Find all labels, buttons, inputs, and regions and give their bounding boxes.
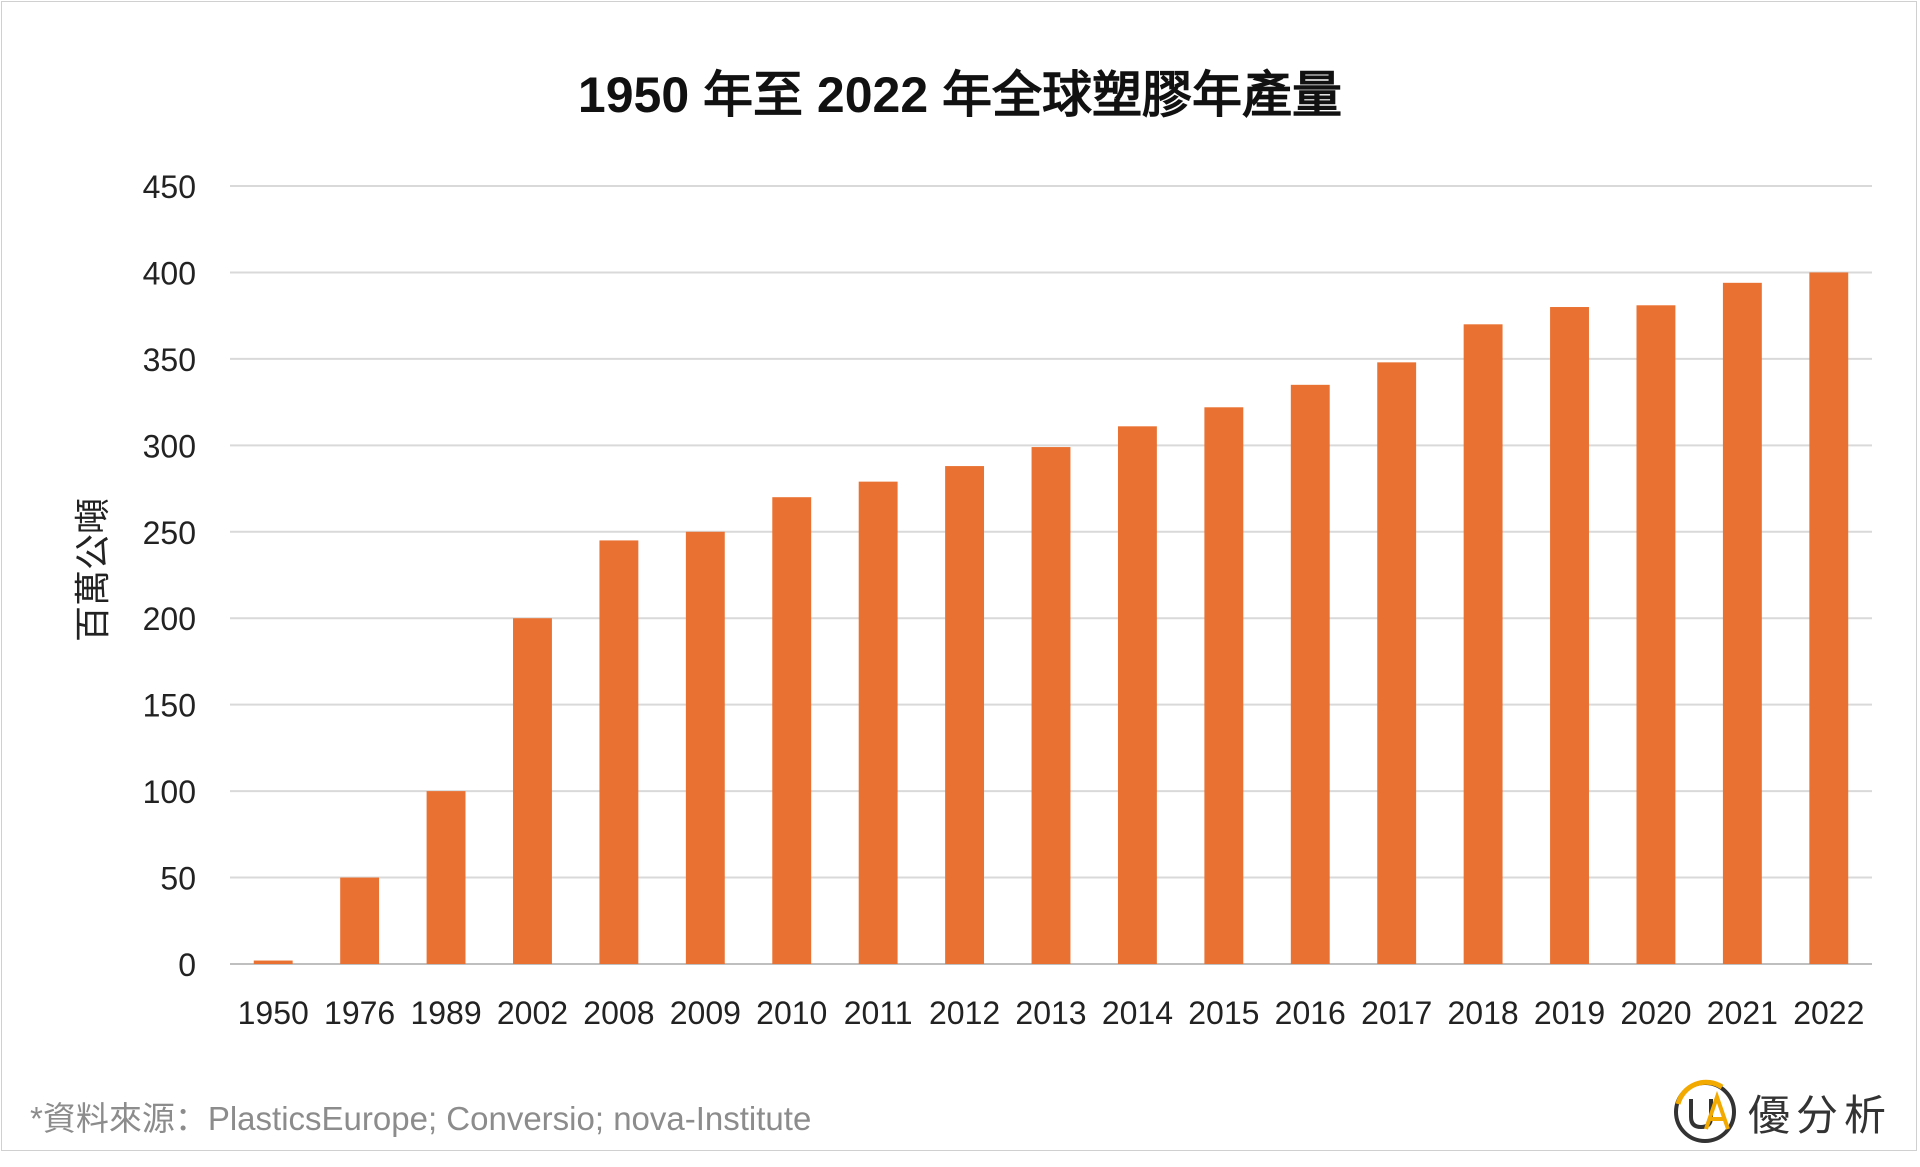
y-tick-label: 250 bbox=[143, 515, 196, 551]
bar-2020 bbox=[1636, 305, 1676, 964]
y-tick-label: 0 bbox=[178, 947, 196, 983]
y-tick-label: 100 bbox=[143, 774, 196, 810]
x-tick-label: 2016 bbox=[1275, 995, 1346, 1031]
bar-chart: 0 50 100 150 200 250 300 350 400 450 1950 1976 1989… bbox=[143, 169, 1872, 1031]
bar-2022 bbox=[1809, 272, 1849, 964]
bars bbox=[253, 272, 1849, 965]
y-tick-label: 350 bbox=[143, 342, 196, 378]
bar-2017 bbox=[1377, 362, 1417, 964]
bar-2012 bbox=[945, 466, 985, 964]
bar-2018 bbox=[1463, 324, 1503, 964]
bar-2016 bbox=[1290, 384, 1330, 964]
chart-title: 1950 年至 2022 年全球塑膠年產量 bbox=[577, 67, 1343, 123]
x-tick-label: 2012 bbox=[929, 995, 1000, 1031]
x-tick-label: 2010 bbox=[756, 995, 827, 1031]
bar-2015 bbox=[1204, 407, 1244, 964]
ua-logo-icon bbox=[1674, 1079, 1736, 1143]
y-tick-label: 50 bbox=[160, 861, 196, 897]
x-tick-label: 2019 bbox=[1534, 995, 1605, 1031]
bar-2013 bbox=[1031, 447, 1071, 964]
bar-1989 bbox=[426, 791, 466, 964]
y-tick-label: 150 bbox=[143, 688, 196, 724]
bar-1976 bbox=[340, 877, 380, 964]
bar-2011 bbox=[858, 481, 898, 964]
bar-2010 bbox=[772, 497, 812, 964]
bar-2009 bbox=[685, 531, 725, 964]
y-tick-label: 300 bbox=[143, 428, 196, 464]
bar-2002 bbox=[513, 618, 552, 964]
x-tick-label: 2021 bbox=[1707, 995, 1778, 1031]
x-tick-label: 2020 bbox=[1620, 995, 1691, 1031]
y-tick-label: 400 bbox=[143, 255, 196, 291]
x-tick-label: 2008 bbox=[583, 995, 654, 1031]
x-tick-label: 2002 bbox=[497, 995, 568, 1031]
bar-2019 bbox=[1550, 307, 1589, 964]
x-tick-label: 1976 bbox=[324, 995, 395, 1031]
x-tick-label: 2011 bbox=[844, 995, 913, 1031]
x-tick-label: 2022 bbox=[1793, 995, 1864, 1031]
bar-2021 bbox=[1722, 282, 1762, 965]
bar-2014 bbox=[1117, 426, 1157, 964]
y-tick-label: 200 bbox=[143, 601, 196, 637]
x-tick-label: 2014 bbox=[1102, 995, 1173, 1031]
x-tick-labels: 1950 1976 1989 2002 2008 2009 2010 2011 2012 2013… bbox=[238, 995, 1865, 1031]
y-tick-label: 450 bbox=[143, 169, 196, 205]
brand: 優分析 bbox=[1672, 1078, 1892, 1146]
x-tick-label: 2013 bbox=[1015, 995, 1086, 1031]
x-tick-label: 1989 bbox=[410, 995, 481, 1031]
source-note: *資料來源：PlasticsEurope; Conversio; nova-In… bbox=[30, 1100, 812, 1137]
x-tick-label: 1950 bbox=[238, 995, 309, 1031]
bar-1950 bbox=[253, 960, 293, 964]
y-tick-labels: 0 50 100 150 200 250 300 350 400 450 bbox=[143, 169, 196, 983]
brand-name: 優分析 bbox=[1748, 1091, 1893, 1139]
x-tick-label: 2009 bbox=[670, 995, 741, 1031]
bar-2008 bbox=[599, 540, 639, 964]
x-tick-label: 2018 bbox=[1448, 995, 1519, 1031]
x-tick-label: 2015 bbox=[1188, 995, 1259, 1031]
x-tick-label: 2017 bbox=[1361, 995, 1432, 1031]
